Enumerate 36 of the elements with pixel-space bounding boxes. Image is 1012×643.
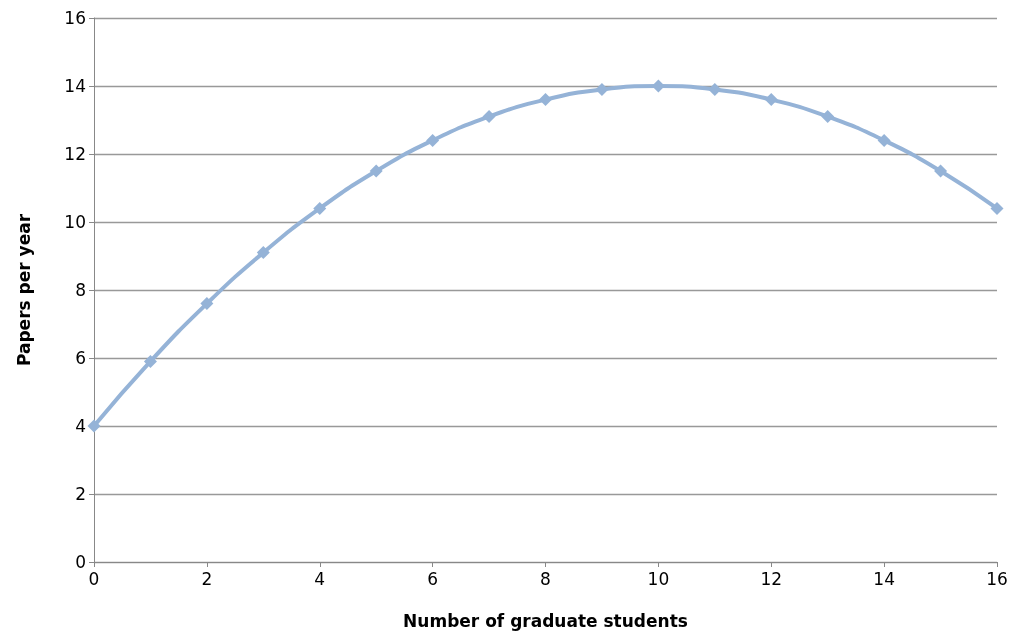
point bbox=[200, 297, 214, 311]
x-tick-label: 8 bbox=[540, 568, 551, 589]
point bbox=[313, 201, 327, 215]
point bbox=[764, 93, 778, 107]
y-tick-label: 16 bbox=[64, 8, 86, 28]
point bbox=[708, 82, 722, 96]
y-tick-label: 8 bbox=[75, 280, 86, 300]
x-tick-label: 0 bbox=[88, 568, 100, 589]
point bbox=[482, 110, 496, 124]
x-tick-label: 16 bbox=[986, 568, 1008, 589]
point bbox=[256, 246, 270, 260]
x-tick-label: 4 bbox=[314, 568, 326, 589]
point bbox=[595, 82, 609, 96]
x-tick-label: 2 bbox=[201, 568, 213, 589]
y-tick-label: 14 bbox=[64, 76, 86, 96]
y-tick-label: 12 bbox=[64, 144, 86, 164]
point bbox=[934, 164, 948, 178]
point bbox=[821, 110, 835, 124]
point bbox=[990, 201, 1004, 215]
y-tick-label: 4 bbox=[75, 416, 86, 436]
x-tick-label: 6 bbox=[427, 568, 439, 589]
y-axis-title: Papers per year bbox=[13, 213, 34, 367]
x-axis-title: Number of graduate students bbox=[403, 610, 688, 631]
y-tick-label: 0 bbox=[75, 552, 86, 572]
y-tick-label: 10 bbox=[64, 212, 86, 232]
x-tick-label: 14 bbox=[873, 568, 895, 589]
point bbox=[426, 133, 440, 147]
point bbox=[143, 354, 157, 368]
y-tick-label: 2 bbox=[75, 484, 86, 504]
point bbox=[87, 419, 101, 433]
y-tick-label: 6 bbox=[75, 348, 86, 368]
point bbox=[369, 164, 383, 178]
point bbox=[877, 133, 891, 147]
point bbox=[539, 93, 552, 107]
x-tick-label: 10 bbox=[647, 568, 670, 589]
x-tick-label: 12 bbox=[760, 568, 783, 589]
